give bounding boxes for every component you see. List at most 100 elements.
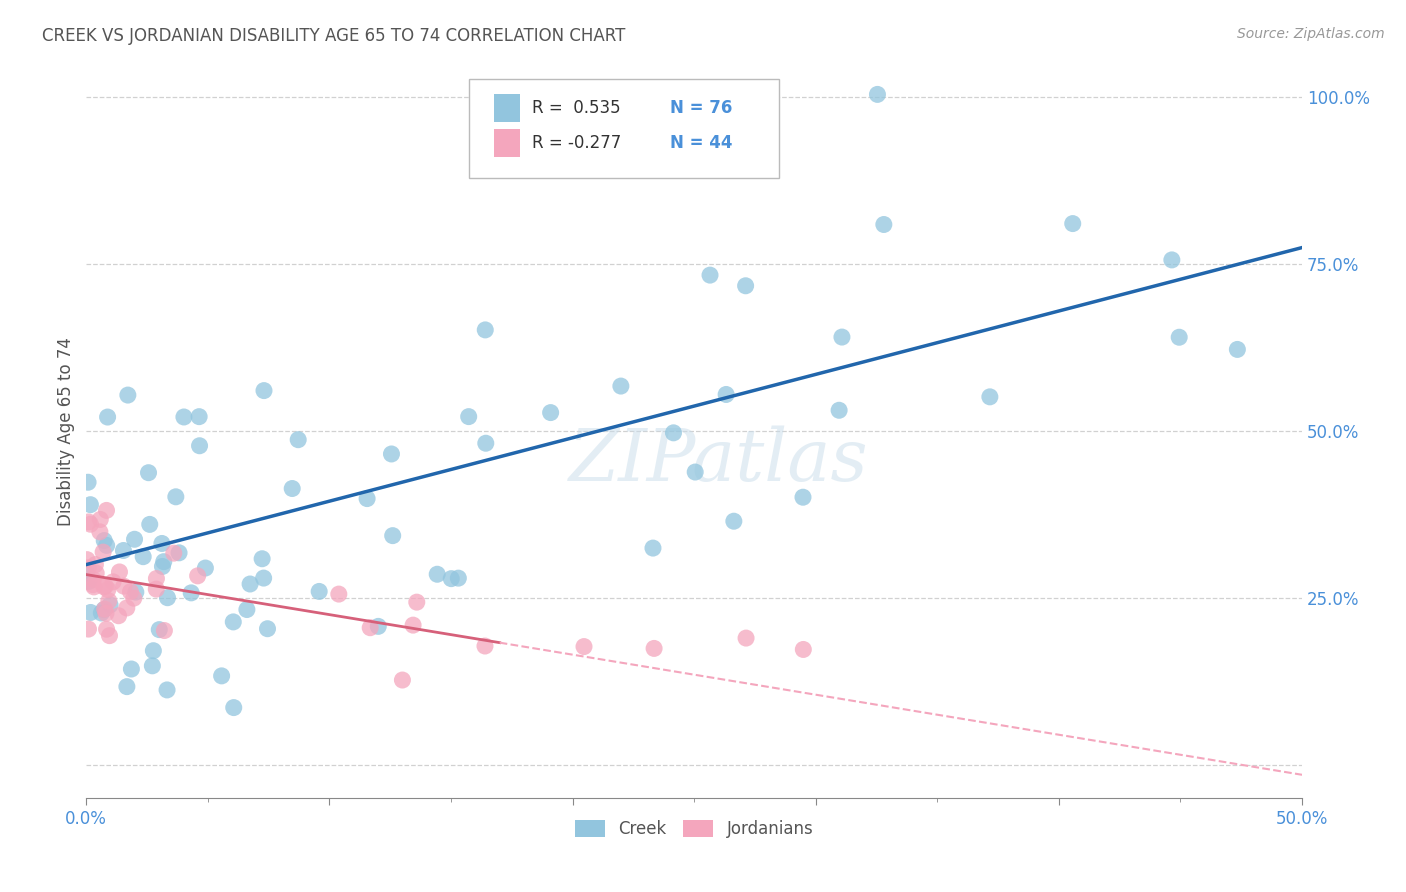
Point <box>1226 343 1249 357</box>
FancyBboxPatch shape <box>470 78 779 178</box>
Point <box>112 579 135 593</box>
Point <box>82 577 104 591</box>
Point <box>426 567 449 582</box>
Point <box>77 561 100 575</box>
Point <box>167 546 190 560</box>
Point <box>367 619 389 633</box>
Point <box>723 514 745 528</box>
Point <box>77 515 100 529</box>
FancyBboxPatch shape <box>494 129 520 157</box>
Point <box>77 475 100 490</box>
Point <box>96 538 118 552</box>
Point <box>188 439 211 453</box>
Point <box>714 387 737 401</box>
Point <box>1062 217 1084 231</box>
Point <box>180 586 202 600</box>
Point <box>76 552 98 566</box>
Y-axis label: Disability Age 65 to 74: Disability Age 65 to 74 <box>58 336 75 525</box>
Point <box>194 561 217 575</box>
Text: CREEK VS JORDANIAN DISABILITY AGE 65 TO 74 CORRELATION CHART: CREEK VS JORDANIAN DISABILITY AGE 65 TO … <box>42 27 626 45</box>
Point <box>79 606 101 620</box>
Point <box>572 640 595 654</box>
Point <box>82 573 104 587</box>
Point <box>93 602 115 616</box>
Point <box>139 517 162 532</box>
Point <box>222 615 245 629</box>
Point <box>98 598 121 612</box>
Point <box>457 409 479 424</box>
Point <box>222 700 245 714</box>
Point <box>474 323 496 337</box>
Point <box>239 577 262 591</box>
Point <box>173 409 195 424</box>
FancyBboxPatch shape <box>494 95 520 122</box>
Point <box>447 571 470 585</box>
Point <box>402 618 425 632</box>
Point <box>90 606 112 620</box>
Point <box>107 608 129 623</box>
Point <box>77 622 100 636</box>
Point <box>76 566 98 581</box>
Point <box>125 585 148 599</box>
Point <box>699 268 721 282</box>
Point <box>122 591 145 606</box>
Point <box>643 641 665 656</box>
Point <box>866 87 889 102</box>
Point <box>91 545 114 559</box>
Point <box>308 584 330 599</box>
Point <box>120 662 142 676</box>
Point <box>97 582 120 597</box>
Point <box>831 330 853 344</box>
Point <box>281 482 304 496</box>
Point <box>108 565 131 579</box>
Point <box>381 528 404 542</box>
Point <box>141 658 163 673</box>
Point <box>156 591 179 605</box>
Point <box>253 571 276 585</box>
Text: Source: ZipAtlas.com: Source: ZipAtlas.com <box>1237 27 1385 41</box>
Point <box>1160 252 1182 267</box>
Point <box>979 390 1001 404</box>
Point <box>97 410 120 425</box>
Point <box>79 498 101 512</box>
Point <box>328 587 350 601</box>
Point <box>1168 330 1191 344</box>
Point <box>89 512 111 526</box>
Point <box>287 433 309 447</box>
Point <box>359 621 381 635</box>
Point <box>165 490 187 504</box>
Point <box>89 524 111 539</box>
Text: ZIPatlas: ZIPatlas <box>568 425 869 496</box>
Point <box>115 680 138 694</box>
Point <box>145 582 167 596</box>
Point <box>440 572 463 586</box>
Point <box>735 631 758 645</box>
Point <box>120 584 142 599</box>
Point <box>94 579 117 593</box>
Point <box>150 536 173 550</box>
Point <box>152 555 174 569</box>
Point <box>148 623 170 637</box>
Point <box>84 566 107 581</box>
Point <box>211 669 233 683</box>
Point <box>475 436 498 450</box>
Point <box>253 384 276 398</box>
Point <box>112 543 135 558</box>
Point <box>236 602 259 616</box>
Point <box>145 572 167 586</box>
Point <box>115 601 138 615</box>
Point <box>792 642 814 657</box>
Point <box>98 629 121 643</box>
Text: R = -0.277: R = -0.277 <box>533 135 621 153</box>
Point <box>792 490 814 504</box>
Point <box>132 549 155 564</box>
Point <box>97 594 120 608</box>
Point <box>138 466 160 480</box>
Point <box>662 425 685 440</box>
Point <box>163 546 186 560</box>
Legend: Creek, Jordanians: Creek, Jordanians <box>568 814 820 845</box>
Point <box>734 278 756 293</box>
Point <box>152 559 174 574</box>
Point <box>156 682 179 697</box>
Point <box>641 541 664 555</box>
